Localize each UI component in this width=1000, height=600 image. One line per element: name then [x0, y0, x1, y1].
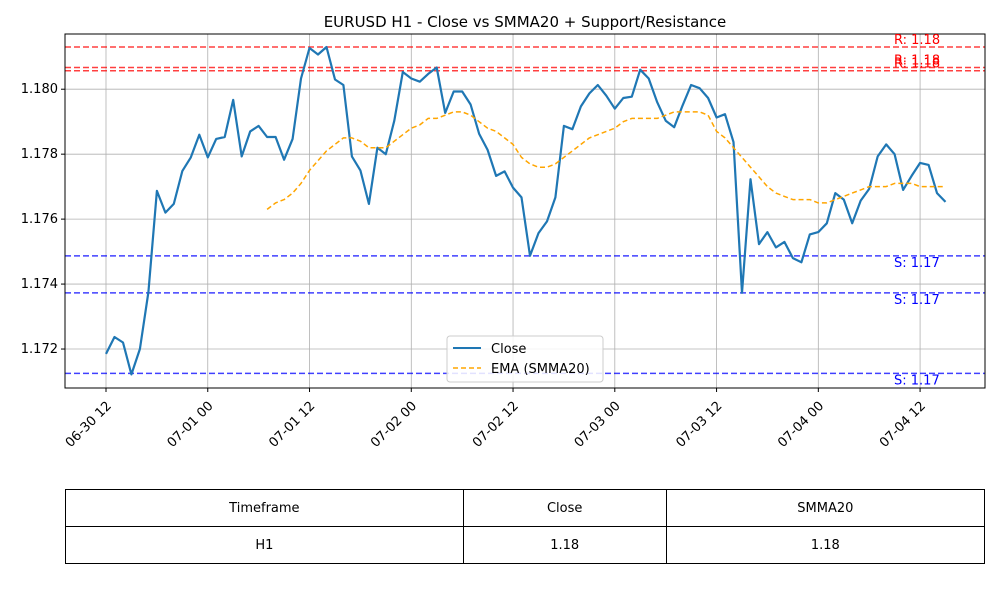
series-lines — [105, 45, 947, 376]
resistance-label: R: 1.18 — [894, 53, 940, 68]
legend-box — [446, 335, 604, 383]
legend: Close EMA (SMMA20) — [446, 335, 604, 383]
y-tick-label: 1.180 — [21, 82, 58, 97]
table-row: H1 1.18 1.18 — [65, 526, 986, 564]
table-header-cell: Close — [462, 489, 667, 527]
support-label: S: 1.17 — [894, 293, 940, 308]
table-header-row: Timeframe Close SMMA20 — [65, 489, 986, 527]
x-tick-label: 07-04 00 — [775, 399, 827, 451]
x-tick-label: 07-04 12 — [877, 399, 929, 451]
y-tick-label: 1.172 — [21, 342, 58, 357]
x-tick-label: 07-02 00 — [368, 399, 420, 451]
resistance-label: R: 1.18 — [894, 33, 940, 48]
y-tick-label: 1.176 — [21, 212, 58, 227]
table-cell: H1 — [65, 526, 464, 564]
summary-table: Timeframe Close SMMA20 H1 1.18 1.18 — [65, 489, 986, 564]
support-resistance-labels: R: 1.18R: 1.18R: 1.18S: 1.17S: 1.17S: 1.… — [894, 33, 940, 388]
legend-smma-label: EMA (SMMA20) — [491, 362, 590, 377]
x-tick-label: 07-03 12 — [673, 399, 725, 451]
resistance-label: R: 1.18 — [894, 57, 940, 72]
chart-title: EURUSD H1 - Close vs SMMA20 + Support/Re… — [324, 13, 727, 31]
close-series-line — [105, 45, 947, 376]
x-tick-label: 07-02 12 — [470, 399, 522, 451]
x-tick-label: 07-01 00 — [165, 399, 217, 451]
smma20-series-line — [266, 111, 946, 210]
chart-svg: EURUSD H1 - Close vs SMMA20 + Support/Re… — [21, 13, 986, 451]
table-header-cell: SMMA20 — [665, 489, 986, 527]
y-axis: 1.172 1.174 1.176 1.178 1.180 — [21, 82, 65, 357]
x-tick-label: 07-03 00 — [572, 399, 624, 451]
x-tick-label: 07-01 12 — [266, 399, 318, 451]
support-label: S: 1.17 — [894, 373, 940, 388]
support-label: S: 1.17 — [894, 256, 940, 271]
y-tick-label: 1.178 — [21, 147, 58, 162]
y-tick-label: 1.174 — [21, 277, 58, 292]
table-cell: 1.18 — [462, 526, 667, 564]
table-cell: 1.18 — [665, 526, 986, 564]
grid-lines — [65, 34, 985, 388]
legend-close-label: Close — [491, 342, 526, 357]
plot-frame — [64, 33, 986, 389]
table-header-cell: Timeframe — [65, 489, 464, 527]
x-tick-label: 06-30 12 — [63, 399, 115, 451]
x-axis: 06-30 12 07-01 00 07-01 12 07-02 00 07-02 12… — [63, 388, 929, 451]
